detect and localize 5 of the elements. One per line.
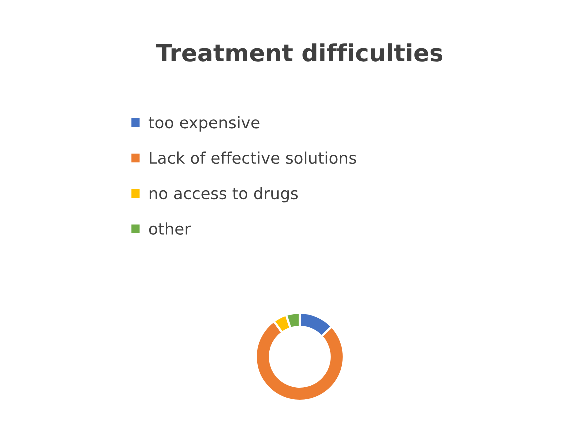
legend-label: Lack of effective solutions bbox=[150, 152, 356, 164]
legend-label: too expensive bbox=[148, 116, 260, 132]
legend-label: other bbox=[149, 222, 192, 236]
chart-title: Treatment difficulties bbox=[156, 44, 443, 62]
legend-label: no access to drugs bbox=[150, 187, 298, 203]
